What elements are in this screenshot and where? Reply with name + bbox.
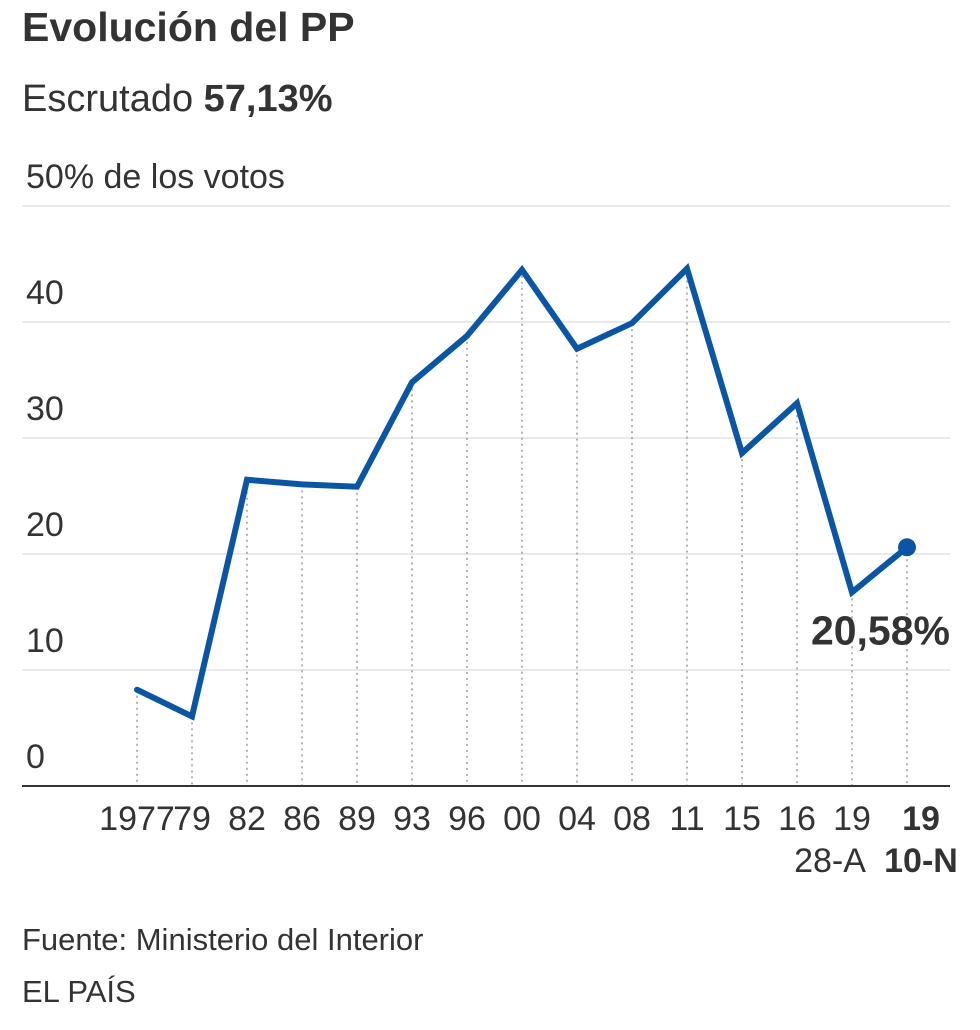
x-tick-label: 00	[503, 800, 541, 838]
series-end-marker	[898, 538, 916, 557]
y-tick-label: 0	[26, 738, 45, 776]
count-progress-label: Escrutado	[22, 78, 194, 120]
axis-layer: 0 10 20 30 40 50% de los votos	[22, 158, 950, 787]
y-tick-label: 10	[26, 622, 64, 660]
x-tick-label: 04	[558, 800, 596, 838]
grid-layer	[22, 205, 950, 671]
y-tick-label: 40	[26, 274, 64, 312]
x-tick-label: 82	[228, 800, 266, 838]
x-tick-sublabel: 28-A	[794, 842, 866, 880]
end-value-annotation: 20,58%	[811, 607, 950, 653]
x-tick-label: 1977	[99, 800, 175, 838]
x-tick-label: 79	[173, 800, 211, 838]
count-progress: Escrutado 57,13%	[22, 78, 333, 121]
series-layer	[134, 262, 916, 721]
x-tick-label: 11	[669, 800, 704, 838]
x-tick-label: 89	[338, 800, 376, 838]
source-note: Fuente: Ministerio del Interior	[22, 922, 424, 957]
x-tick-label: 96	[448, 800, 486, 838]
x-tick-label: 08	[613, 800, 651, 838]
series-line-pp	[134, 262, 910, 721]
y-tick-label: 30	[26, 390, 64, 428]
x-tick-label: 93	[393, 800, 431, 838]
drop-lines-layer	[136, 268, 908, 786]
x-tick-label: 15	[723, 800, 761, 838]
chart-title: Evolución del PP	[22, 4, 355, 50]
x-tick-label: 86	[283, 800, 321, 838]
x-tick-label: 16	[778, 800, 816, 838]
brand-credit: EL PAÍS	[22, 974, 136, 1009]
y-tick-label: 20	[26, 506, 64, 544]
x-tick-label: 19	[902, 800, 940, 838]
y-axis-label: 50% de los votos	[26, 158, 285, 196]
count-progress-value: 57,13%	[203, 78, 333, 120]
x-tick-sublabel: 10-N	[884, 842, 958, 880]
x-tick-label: 19	[833, 800, 871, 838]
